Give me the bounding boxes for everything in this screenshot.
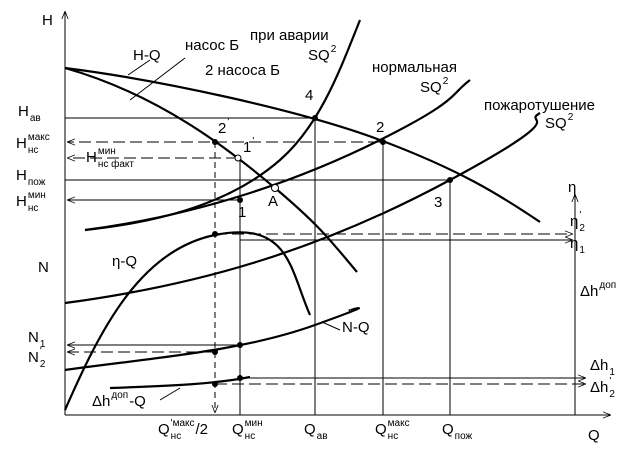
label-tail: -Q (129, 393, 146, 410)
label: 4 (305, 87, 313, 104)
label-sub: нс (245, 431, 256, 442)
label: SQ (420, 79, 442, 96)
label: H (16, 167, 27, 184)
label: Δh (580, 283, 598, 300)
label: насос Б (185, 37, 239, 54)
label: H (18, 103, 29, 120)
label-sub: 1 (579, 245, 585, 256)
label-sub: 1 (609, 367, 615, 378)
label: при аварии (250, 27, 329, 44)
label: η-Q (112, 253, 137, 270)
label-sup: мин (245, 418, 263, 429)
label: пожаротушение (484, 97, 595, 114)
label: A (268, 193, 278, 210)
label-sup: макс (28, 132, 50, 143)
label: 1 (238, 204, 246, 221)
points (212, 115, 453, 387)
label-sup: мин (28, 190, 46, 201)
label-sup: доп (111, 390, 128, 401)
label-sup: макс (388, 418, 410, 429)
label-tail: /2 (196, 421, 209, 438)
label-sub: 2 (609, 389, 615, 400)
label: η (570, 213, 578, 230)
label: 3 (434, 194, 442, 211)
label: N-Q (342, 319, 370, 336)
label: SQ (308, 47, 330, 64)
label: N (38, 259, 49, 276)
label-sup: ' (227, 117, 229, 128)
label-sub: ав (317, 431, 328, 442)
label: Q (158, 421, 170, 438)
label: Q (232, 421, 244, 438)
label: Q (375, 421, 387, 438)
label-sup: ' (40, 346, 42, 357)
label-sub: ав (30, 113, 41, 124)
label: H (86, 149, 97, 166)
label: 2 (376, 119, 384, 136)
label: Δh (590, 357, 608, 374)
label: H (42, 12, 53, 29)
label: η (570, 235, 578, 252)
label-sub: 1 (40, 339, 46, 350)
label-sup: 'макс (171, 418, 195, 429)
label: SQ (545, 115, 567, 132)
label: 2 насоса Б (205, 62, 280, 79)
label-sub: 2 (40, 359, 46, 370)
label-sub: нс факт (98, 158, 135, 170)
label-sup: 2 (568, 112, 574, 123)
label: H-Q (133, 47, 161, 64)
label: 1 (243, 139, 251, 156)
label: Q (304, 421, 316, 438)
label-sub: нс (28, 145, 39, 156)
label-sub: пож (28, 177, 46, 188)
label-sub: пож (455, 431, 473, 442)
label-sub: нс (388, 431, 399, 442)
label: H (16, 193, 27, 210)
label-sub: нс (171, 431, 182, 442)
label: N (28, 329, 39, 346)
label-sup: ' (579, 210, 581, 221)
label-sup: ' (252, 136, 254, 147)
label-sub: нс (28, 203, 39, 214)
label: Δh (590, 379, 608, 396)
label-sub: 2 (579, 223, 585, 234)
label: 2 (218, 120, 226, 137)
label: Δh (92, 393, 110, 410)
label: Q (588, 427, 600, 444)
label-sup: 2 (331, 44, 337, 55)
label: Q (442, 421, 454, 438)
label: нормальная (372, 59, 457, 76)
label-sup: мин (98, 146, 116, 157)
label-sup: доп (599, 280, 616, 291)
label: η (568, 179, 576, 196)
label: N (28, 349, 39, 366)
label: H (16, 135, 27, 152)
label-sup: ' (609, 376, 611, 387)
label-sup: 2 (443, 76, 449, 87)
